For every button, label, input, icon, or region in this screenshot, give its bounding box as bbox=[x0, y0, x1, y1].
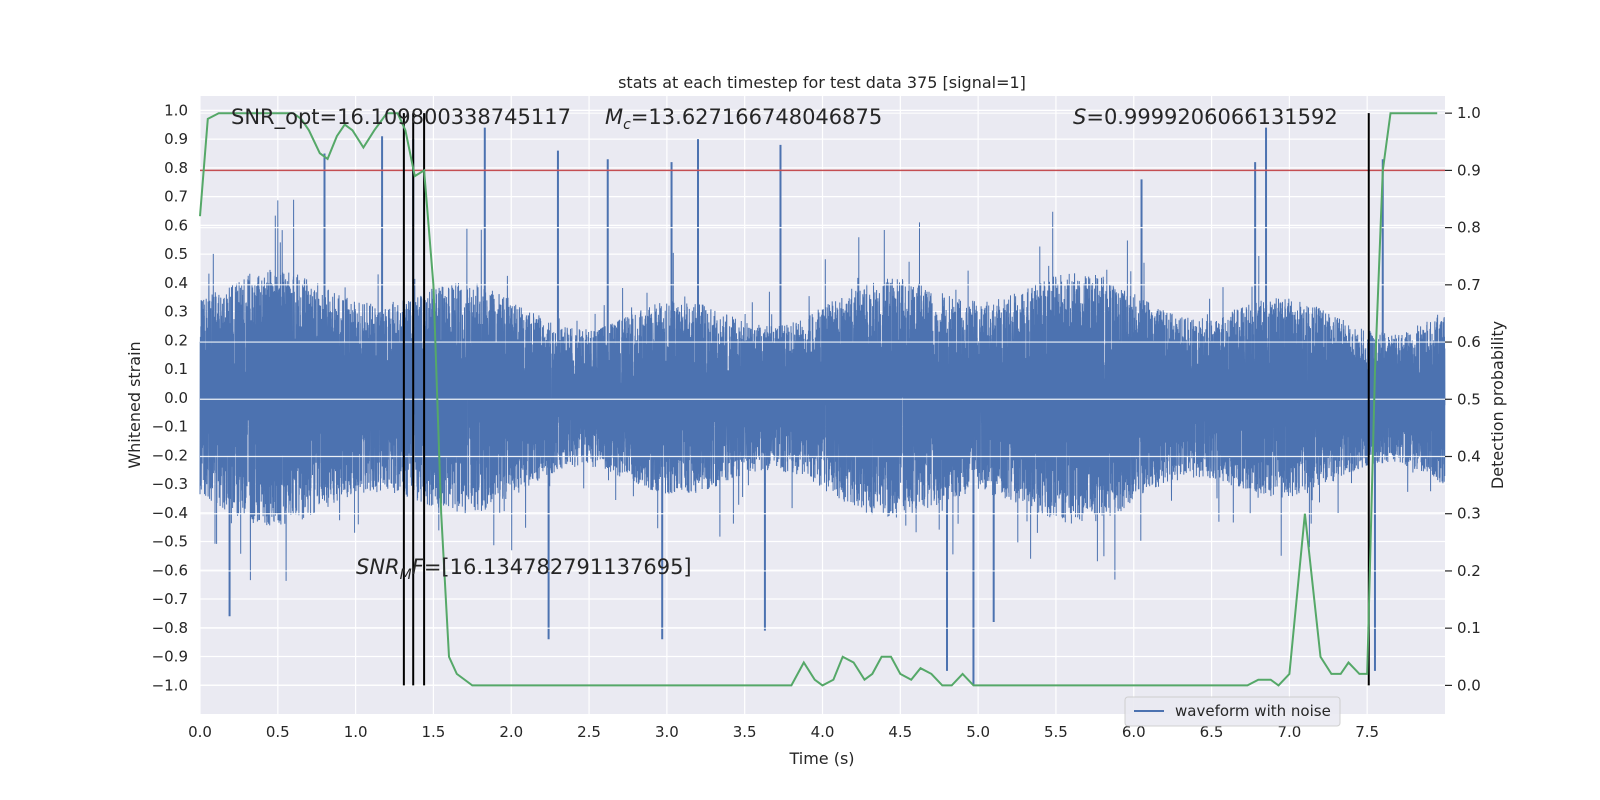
y-tick-label-left: −0.4 bbox=[152, 504, 188, 522]
x-tick-label: 2.5 bbox=[577, 723, 601, 741]
y-tick-label-right: 0.9 bbox=[1457, 161, 1481, 179]
annotation-mc: Mc=13.627166748046875 bbox=[605, 105, 882, 133]
y-tick-label-left: 1.0 bbox=[164, 101, 188, 119]
x-tick-label: 5.0 bbox=[966, 723, 990, 741]
x-tick-label: 4.0 bbox=[811, 723, 835, 741]
y-tick-label-left: 0.1 bbox=[164, 360, 188, 378]
x-axis-label: Time (s) bbox=[788, 749, 854, 768]
annotation-snr-mf: SNRMF=[16.134782791137695] bbox=[356, 555, 692, 583]
y-tick-label-left: −0.8 bbox=[152, 619, 188, 637]
y-tick-label-left: −0.5 bbox=[152, 533, 188, 551]
y-tick-label-right: 1.0 bbox=[1457, 104, 1481, 122]
y-tick-label-left: 0.8 bbox=[164, 159, 188, 177]
legend-box bbox=[1124, 696, 1341, 727]
annotation-snr-opt: SNR_opt=16.109800338745117 bbox=[231, 105, 571, 130]
annotation-s-symbol: S bbox=[1073, 105, 1086, 129]
y-tick-label-right: 0.8 bbox=[1457, 219, 1481, 237]
annotation-s-value: =0.9999206066131592 bbox=[1086, 105, 1337, 129]
legend: waveform with noise bbox=[1124, 696, 1341, 727]
y-tick-label-left: −0.9 bbox=[152, 648, 188, 666]
x-tick-label: 0.5 bbox=[266, 723, 290, 741]
x-tick-label: 2.0 bbox=[499, 723, 523, 741]
overlay bbox=[199, 112, 1445, 687]
y-axis-label-right: Detection probability bbox=[1488, 321, 1507, 489]
chart-title: stats at each timestep for test data 375… bbox=[618, 73, 1026, 92]
y-tick-label-left: −0.3 bbox=[152, 475, 188, 493]
x-tick-label: 1.5 bbox=[422, 723, 446, 741]
y-tick-label-left: 0.5 bbox=[164, 245, 188, 263]
y-tick-label-right: 0.7 bbox=[1457, 276, 1481, 294]
y-tick-label-left: 0.3 bbox=[164, 303, 188, 321]
y-tick-label-left: −0.6 bbox=[152, 561, 188, 579]
annotation-snr-mf-symbol: SNR bbox=[356, 555, 400, 579]
x-tick-label: 3.5 bbox=[733, 723, 757, 741]
x-tick-label: 5.5 bbox=[1044, 723, 1068, 741]
annotation-mc-value: =13.627166748046875 bbox=[631, 105, 882, 129]
x-tick-label: 1.0 bbox=[344, 723, 368, 741]
y-tick-label-left: −1.0 bbox=[152, 676, 188, 694]
y-axis-label-left: Whitened strain bbox=[125, 341, 144, 468]
annotation-snr-mf-tail: F bbox=[412, 555, 425, 579]
y-tick-label-left: 0.7 bbox=[164, 188, 188, 206]
y-tick-label-left: 0.9 bbox=[164, 130, 188, 148]
y-tick-label-right: 0.4 bbox=[1457, 448, 1481, 466]
y-tick-label-right: 0.3 bbox=[1457, 505, 1481, 523]
x-tick-label: 7.5 bbox=[1355, 723, 1379, 741]
y-tick-label-left: −0.2 bbox=[152, 446, 188, 464]
y-tick-label-left: 0.6 bbox=[164, 216, 188, 234]
legend-label: waveform with noise bbox=[1175, 702, 1331, 720]
x-tick-label: 6.0 bbox=[1122, 723, 1146, 741]
annotation-s: S=0.9999206066131592 bbox=[1073, 105, 1338, 129]
y-tick-label-right: 0.6 bbox=[1457, 333, 1481, 351]
y-tick-label-right: 0.5 bbox=[1457, 390, 1481, 408]
x-tick-label: 7.0 bbox=[1277, 723, 1301, 741]
y-tick-label-right: 0.0 bbox=[1457, 676, 1481, 694]
waveform-trace bbox=[199, 199, 1446, 581]
detection-probability-line bbox=[199, 112, 1438, 687]
y-tick-label-right: 0.2 bbox=[1457, 562, 1481, 580]
annotation-snr-mf-value: =[16.134782791137695] bbox=[424, 555, 692, 579]
x-tick-label: 6.5 bbox=[1200, 723, 1224, 741]
y-tick-label-left: 0.0 bbox=[164, 389, 188, 407]
y-tick-label-right: 0.1 bbox=[1457, 619, 1481, 637]
x-tick-label: 4.5 bbox=[888, 723, 912, 741]
x-tick-label: 3.0 bbox=[655, 723, 679, 741]
y-tick-label-left: −0.1 bbox=[152, 418, 188, 436]
y-tick-label-left: 0.4 bbox=[164, 274, 188, 292]
annotation-mc-symbol: M bbox=[605, 105, 623, 129]
y-tick-label-left: −0.7 bbox=[152, 590, 188, 608]
x-tick-label: 0.0 bbox=[188, 723, 212, 741]
y-tick-label-left: 0.2 bbox=[164, 331, 188, 349]
ticks: 0.0 0.5 1.0 1.5 2.0 2.5 3.0 3.5 4.0 4.5 5.0 5.5 6.0 6… bbox=[152, 101, 1481, 741]
annotation-mc-sub: c bbox=[623, 117, 631, 133]
annotation-snr-mf-sub: M bbox=[400, 567, 412, 583]
noise-trace bbox=[199, 127, 1446, 686]
